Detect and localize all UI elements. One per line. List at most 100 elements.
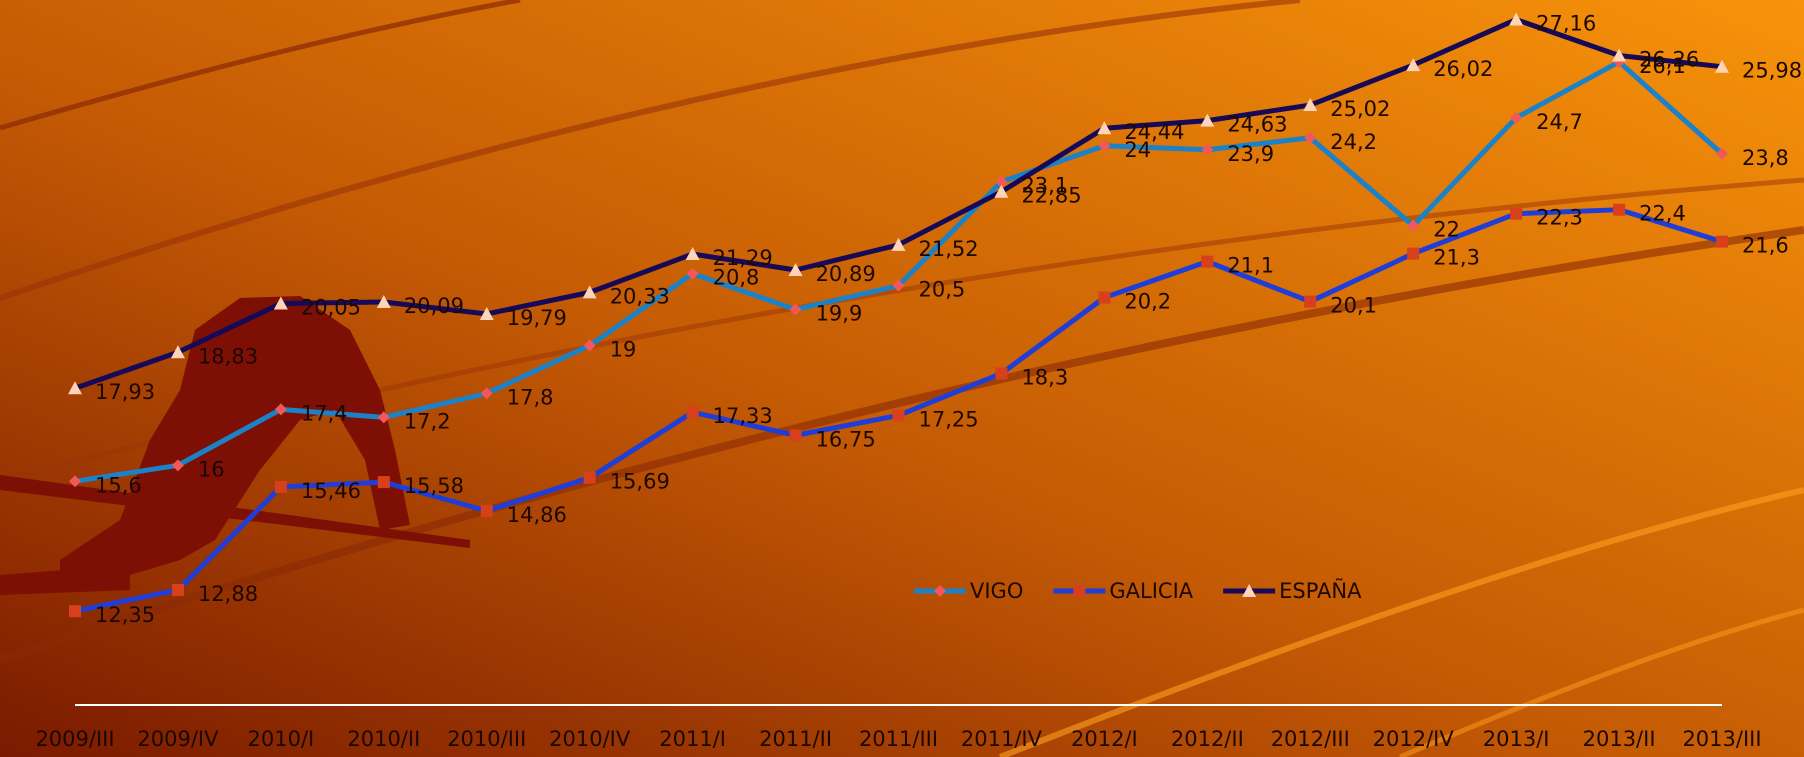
data-label: 20,2 [1124, 290, 1171, 314]
data-label: 17,2 [404, 409, 451, 433]
point [583, 471, 596, 484]
data-label: 20,1 [1330, 294, 1377, 318]
data-label: 19,79 [507, 306, 567, 330]
point [685, 247, 700, 261]
point [480, 387, 493, 400]
point [273, 296, 288, 310]
point [1304, 295, 1317, 308]
point [583, 339, 596, 352]
x-tick-label: 2009/III [35, 727, 114, 751]
data-label: 20,09 [404, 294, 464, 318]
point [479, 306, 494, 320]
data-label: 17,33 [713, 404, 773, 428]
point [68, 381, 82, 395]
point [69, 475, 81, 488]
data-label: 15,58 [404, 474, 464, 498]
x-tick-label: 2012/IV [1373, 727, 1455, 751]
data-label: 12,88 [198, 582, 258, 606]
x-tick-label: 2012/III [1271, 727, 1350, 751]
point [1510, 111, 1523, 124]
point [789, 303, 802, 316]
x-tick-label: 2010/II [347, 727, 420, 751]
data-label: 17,4 [301, 401, 348, 425]
point [1612, 48, 1627, 62]
point [686, 406, 699, 419]
data-label: 20,5 [919, 278, 966, 302]
data-label: 20,89 [816, 262, 876, 286]
x-tick-label: 2010/III [447, 727, 526, 751]
data-label: 16,75 [816, 427, 876, 451]
data-label: 20,05 [301, 296, 361, 320]
data-label: 22,85 [1021, 184, 1081, 208]
legend-marker [1242, 584, 1257, 597]
data-label: 17,25 [919, 407, 979, 431]
point [1510, 207, 1523, 220]
data-label: 25,02 [1330, 97, 1390, 121]
point [892, 279, 905, 292]
data-label: 24,2 [1330, 130, 1377, 154]
data-label: 22 [1433, 218, 1460, 242]
data-label: 17,8 [507, 385, 554, 409]
legend: VIGO GALICIA ESPAÑA [914, 577, 1362, 603]
data-label: 24,7 [1536, 110, 1583, 134]
x-tick-label: 2011/II [759, 727, 832, 751]
point [1613, 203, 1626, 216]
point [582, 285, 597, 299]
point [1715, 59, 1729, 73]
legend-marker [934, 585, 946, 597]
point [377, 476, 390, 489]
data-label: 26,26 [1639, 48, 1699, 72]
runner-silhouette [0, 296, 470, 595]
x-tick-label: 2010/I [248, 727, 315, 751]
data-label: 20,33 [610, 284, 670, 308]
point [1303, 98, 1318, 112]
data-label: 19,9 [816, 302, 863, 326]
point [995, 175, 1008, 188]
point [1201, 143, 1214, 156]
point [171, 459, 184, 472]
data-label: 26,02 [1433, 57, 1493, 81]
data-label: 12,35 [95, 603, 155, 627]
point [1407, 247, 1420, 260]
data-label: 20,8 [713, 266, 760, 290]
x-tick-label: 2009/IV [137, 727, 219, 751]
point [171, 583, 184, 596]
point [788, 263, 803, 277]
x-tick-label: 2013/II [1583, 727, 1656, 751]
data-label: 21,29 [713, 246, 773, 270]
data-label: 26,1 [1639, 54, 1686, 78]
legend-label: GALICIA [1109, 579, 1193, 603]
data-label: 23,8 [1742, 146, 1789, 170]
point [69, 605, 81, 618]
data-label: 16 [198, 457, 225, 481]
data-label: 24,44 [1124, 120, 1184, 144]
point [891, 237, 906, 251]
point [1716, 147, 1728, 160]
point [1509, 12, 1524, 26]
point [789, 429, 802, 442]
point [170, 345, 185, 359]
point [1097, 121, 1112, 135]
point [480, 504, 493, 517]
legend-label: ESPAÑA [1279, 577, 1362, 603]
x-tick-label: 2011/III [859, 727, 938, 751]
data-label: 25,98 [1742, 59, 1802, 83]
plot: 15,6 16 17,4 17,2 17,8 19 20,8 19,9 20,5 23,1 24 23… [68, 12, 1802, 627]
data-label: 14,86 [507, 503, 567, 527]
point [1716, 235, 1728, 248]
data-label: 24,63 [1227, 113, 1287, 137]
point [1098, 139, 1111, 152]
point [1098, 291, 1111, 304]
data-label: 15,46 [301, 479, 361, 503]
point [376, 294, 391, 308]
point [274, 403, 287, 416]
data-label: 21,6 [1742, 234, 1789, 258]
data-label: 18,83 [198, 344, 258, 368]
data-label: 19 [610, 338, 637, 362]
point [994, 184, 1009, 198]
data-label: 22,3 [1536, 206, 1583, 230]
data-label: 21,1 [1227, 254, 1274, 278]
legend-marker [1073, 585, 1086, 597]
point [1407, 219, 1420, 232]
